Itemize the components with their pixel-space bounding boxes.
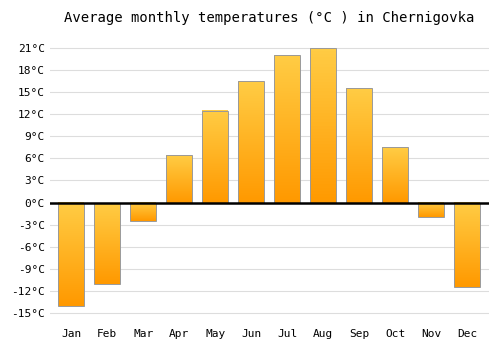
Bar — [238, 81, 264, 203]
Title: Average monthly temperatures (°C ) in Chernigovka: Average monthly temperatures (°C ) in Ch… — [64, 11, 474, 25]
Bar — [274, 55, 300, 203]
Bar — [454, 203, 480, 287]
Bar — [130, 203, 156, 221]
Bar — [202, 111, 228, 203]
Bar — [418, 203, 444, 217]
Bar — [346, 89, 372, 203]
Bar — [382, 147, 408, 203]
Bar — [94, 203, 120, 284]
Bar — [166, 155, 192, 203]
Bar — [310, 48, 336, 203]
Bar — [58, 203, 84, 306]
